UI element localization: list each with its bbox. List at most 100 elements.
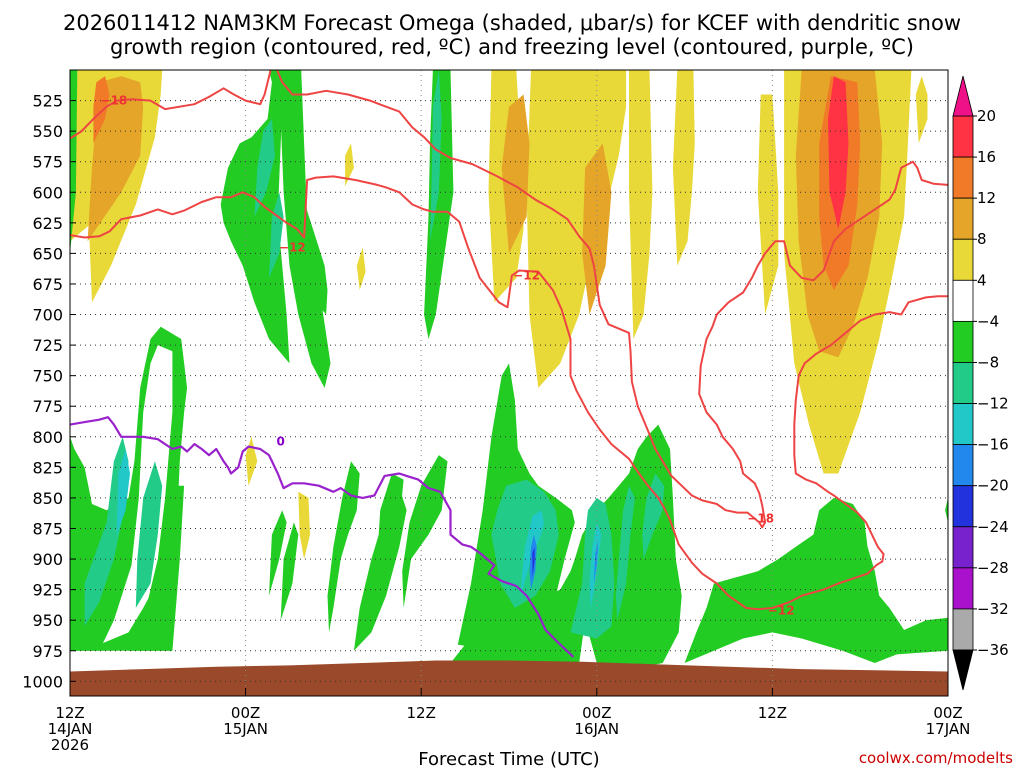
contour-label-0: −18 bbox=[101, 94, 128, 108]
contour-label-4: −12 bbox=[768, 603, 795, 617]
y-tick-label-975: 975 bbox=[32, 642, 63, 661]
colorbar-bin-4 bbox=[952, 279, 974, 322]
omega-region-49 bbox=[642, 473, 665, 560]
omega-region-38 bbox=[402, 455, 448, 608]
colorbar-tick-label-11: −28 bbox=[977, 559, 1009, 577]
colorbar-bin-8 bbox=[952, 444, 974, 487]
omega-region-13 bbox=[582, 143, 612, 315]
x-tick-label-1-2: 15JAN bbox=[223, 720, 268, 738]
colorbar-tick-label-1: 16 bbox=[977, 148, 996, 166]
contour-lines bbox=[70, 70, 948, 658]
colorbar-bin-11 bbox=[952, 567, 974, 610]
colorbar-tick-label-13: −36 bbox=[977, 641, 1009, 659]
x-tick-label-0-3: 2026 bbox=[51, 736, 89, 754]
y-tick-label-550: 550 bbox=[32, 122, 63, 141]
colorbar-tick-label-5: −4 bbox=[977, 312, 999, 330]
omega-region-10 bbox=[629, 70, 653, 339]
x-tick-label-0-1: 12Z bbox=[55, 704, 84, 722]
colorbar-tick-label-0: 20 bbox=[977, 107, 996, 125]
omega-region-47 bbox=[593, 540, 599, 584]
contour-label-1: −12 bbox=[279, 240, 306, 254]
colorbar-tick-label-7: −12 bbox=[977, 395, 1009, 413]
y-tick-label-675: 675 bbox=[32, 275, 63, 294]
colorbar-bin-2 bbox=[952, 197, 974, 240]
x-axis-label: Forecast Time (UTC) bbox=[418, 749, 599, 768]
omega-region-33 bbox=[269, 510, 287, 596]
colorbar-bin-3 bbox=[952, 238, 974, 281]
omega-region-5 bbox=[356, 247, 366, 291]
omega-region-39 bbox=[450, 424, 682, 670]
omega-region-41 bbox=[491, 479, 559, 608]
dgz-contour-0 bbox=[70, 70, 272, 140]
colorbar-bin-7 bbox=[952, 403, 974, 446]
omega-region-7 bbox=[298, 491, 310, 560]
x-tick-label-3-2: 16JAN bbox=[574, 720, 619, 738]
colorbar-tick-label-2: 12 bbox=[977, 189, 996, 207]
colorbar-bin-6 bbox=[952, 362, 974, 404]
omega-region-51 bbox=[945, 497, 948, 523]
omega-region-30 bbox=[269, 192, 284, 278]
omega-region-6 bbox=[245, 436, 258, 486]
omega-region-48 bbox=[615, 485, 635, 621]
y-tick-label-900: 900 bbox=[32, 550, 63, 569]
omega-region-3 bbox=[93, 76, 110, 144]
colorbar-tick-label-3: 8 bbox=[977, 230, 987, 248]
y-tick-label-825: 825 bbox=[32, 458, 63, 477]
contour-label-3: −18 bbox=[747, 512, 774, 526]
colorbar-tick-label-6: −8 bbox=[977, 353, 999, 371]
omega-region-37 bbox=[377, 473, 404, 560]
omega-region-4 bbox=[345, 143, 354, 187]
colorbar-tick-label-4: 4 bbox=[977, 271, 987, 289]
dgz-contour-1 bbox=[70, 175, 948, 611]
y-tick-label-925: 925 bbox=[32, 581, 63, 600]
omega-region-32 bbox=[430, 70, 442, 242]
colorbar-bin-12 bbox=[952, 608, 974, 651]
colorbar-bin-9 bbox=[952, 485, 974, 528]
omega-region-11 bbox=[672, 70, 695, 266]
omega-region-12 bbox=[501, 94, 530, 254]
omega-region-34 bbox=[280, 522, 299, 621]
x-tick-label-5-2: 17JAN bbox=[926, 720, 971, 738]
omega-region-44 bbox=[532, 546, 535, 578]
credit-text: coolwx.com/modelts bbox=[859, 749, 1013, 767]
colorbar-bin-1 bbox=[952, 156, 974, 199]
y-tick-label-525: 525 bbox=[32, 92, 63, 111]
omega-shading bbox=[70, 70, 948, 670]
colorbar-tick-label-12: −32 bbox=[977, 600, 1009, 618]
omega-region-19 bbox=[828, 76, 849, 229]
y-tick-label-1000: 1000 bbox=[22, 672, 63, 691]
colorbar-bin-10 bbox=[952, 526, 974, 569]
omega-region-31 bbox=[424, 70, 454, 339]
y-tick-label-700: 700 bbox=[32, 306, 63, 325]
colorbar-tick-label-10: −24 bbox=[977, 518, 1009, 536]
colorbar-over-arrow bbox=[952, 75, 974, 117]
omega-region-16 bbox=[915, 76, 928, 144]
terrain-layer bbox=[70, 660, 948, 696]
contour-label-5: 0 bbox=[277, 435, 285, 449]
x-tick-label-3-1: 00Z bbox=[582, 704, 611, 722]
colorbar-tick-label-8: −16 bbox=[977, 436, 1009, 454]
colorbar-under-arrow bbox=[952, 649, 974, 691]
omega-region-24 bbox=[116, 449, 130, 535]
omega-region-50 bbox=[684, 497, 948, 663]
x-tick-label-0-2: 14JAN bbox=[48, 720, 93, 738]
colorbar-tick-label-9: −20 bbox=[977, 477, 1009, 495]
y-tick-label-850: 850 bbox=[32, 489, 63, 508]
y-tick-label-725: 725 bbox=[32, 336, 63, 355]
y-tick-label-600: 600 bbox=[32, 183, 63, 202]
terrain-fill bbox=[70, 660, 948, 696]
y-tick-label-625: 625 bbox=[32, 214, 63, 233]
y-tick-label-875: 875 bbox=[32, 519, 63, 538]
x-tick-label-5-1: 00Z bbox=[933, 704, 962, 722]
omega-region-22 bbox=[84, 436, 129, 627]
colorbar-bin-5 bbox=[952, 320, 974, 363]
plot-frame bbox=[69, 69, 949, 697]
y-tick-label-575: 575 bbox=[32, 153, 63, 172]
y-tick-label-775: 775 bbox=[32, 397, 63, 416]
x-tick-label-2-1: 12Z bbox=[407, 704, 436, 722]
x-tick-label-4-1: 12Z bbox=[758, 704, 787, 722]
freezing-level-line bbox=[70, 416, 575, 658]
